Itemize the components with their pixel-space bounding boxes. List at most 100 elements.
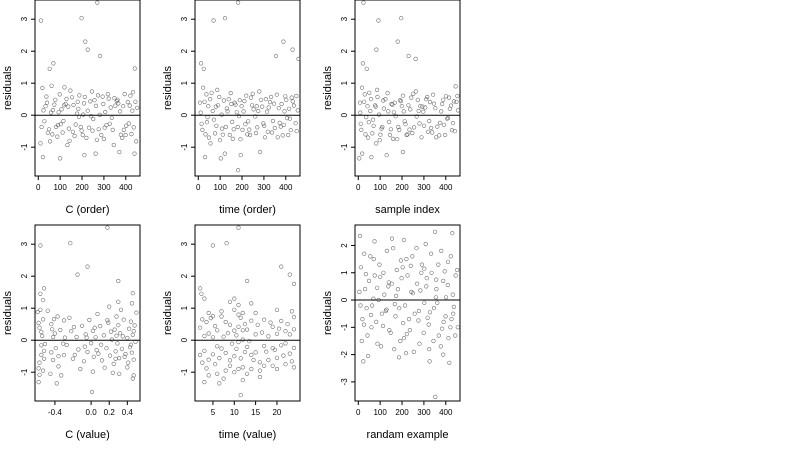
data-point: [211, 117, 217, 122]
data-point: [221, 376, 226, 381]
x-tick-label: 0: [36, 183, 41, 192]
data-point: [199, 121, 204, 126]
data-point: [92, 98, 97, 103]
data-point: [120, 334, 125, 339]
x-tick-label: 400: [439, 408, 453, 417]
data-point: [246, 119, 251, 124]
data-point: [357, 156, 362, 161]
data-point: [113, 349, 118, 354]
data-point: [85, 349, 90, 355]
data-point: [59, 373, 64, 378]
data-point: [36, 366, 41, 371]
data-point: [38, 307, 43, 312]
data-point: [272, 347, 277, 352]
data-point: [55, 134, 60, 139]
data-point: [126, 360, 131, 365]
data-point: [131, 357, 136, 362]
data-point: [85, 264, 90, 269]
plot-frame: [34, 224, 141, 402]
y-tick-label: 2: [20, 48, 29, 53]
data-point: [200, 127, 205, 132]
data-point: [249, 301, 254, 306]
data-point: [372, 239, 377, 244]
data-point: [224, 241, 229, 246]
data-point: [280, 133, 285, 138]
x-tick-label: 5: [211, 408, 216, 417]
data-point: [399, 16, 404, 21]
data-point: [451, 311, 456, 316]
data-point: [199, 61, 204, 66]
data-point: [359, 127, 364, 132]
data-point: [198, 110, 203, 115]
data-point: [266, 357, 271, 363]
data-point: [95, 311, 100, 317]
data-point: [366, 135, 371, 140]
x-tick-label: 200: [235, 183, 249, 192]
data-point: [238, 315, 243, 320]
data-point: [220, 132, 225, 137]
data-point: [249, 318, 254, 323]
data-point: [85, 47, 90, 52]
data-point: [68, 88, 73, 93]
data-point: [408, 263, 413, 269]
data-point: [64, 96, 69, 101]
data-point: [249, 352, 254, 358]
data-point: [440, 101, 445, 107]
data-point: [439, 109, 444, 114]
data-point: [451, 304, 457, 310]
data-points: [38, 0, 140, 161]
data-point: [66, 104, 71, 109]
data-point: [200, 360, 205, 365]
data-point: [242, 98, 247, 104]
data-point: [256, 108, 261, 114]
data-point: [277, 326, 282, 331]
data-point: [425, 315, 430, 320]
chart-panel-4: -0.4 0.0 0.2 0.4 -1 0 1 2 3 C (value) residuals: [2, 224, 141, 441]
data-point: [91, 354, 96, 359]
data-point: [44, 100, 50, 105]
data-point: [127, 103, 132, 108]
data-point: [417, 121, 422, 126]
data-point: [219, 112, 224, 117]
y-tick-label: 2: [180, 48, 189, 53]
data-point: [257, 360, 263, 365]
data-point: [87, 317, 92, 323]
data-point: [357, 233, 363, 238]
data-point: [436, 333, 441, 338]
data-point: [129, 301, 134, 306]
data-point: [441, 278, 446, 284]
data-point: [245, 327, 250, 332]
data-point: [234, 110, 239, 115]
data-point: [415, 97, 420, 102]
data-point: [447, 106, 453, 111]
data-point: [238, 393, 243, 398]
data-point: [257, 89, 262, 94]
data-point: [407, 127, 412, 132]
data-point: [225, 331, 230, 336]
data-point: [274, 331, 280, 336]
data-point: [208, 141, 213, 146]
data-point: [452, 129, 457, 134]
data-point: [359, 85, 365, 90]
data-point: [403, 122, 408, 127]
data-point: [227, 132, 232, 138]
data-point: [81, 359, 86, 364]
data-point: [431, 101, 437, 106]
data-point: [423, 105, 428, 110]
data-point: [47, 66, 52, 71]
data-point: [219, 309, 224, 314]
data-point: [101, 101, 106, 107]
data-point: [394, 293, 399, 299]
data-point: [375, 341, 380, 346]
data-point: [377, 138, 382, 143]
data-point: [118, 307, 124, 312]
data-point: [455, 267, 460, 273]
data-point: [57, 92, 62, 97]
data-point: [448, 254, 453, 259]
data-point: [294, 93, 299, 99]
data-point: [259, 97, 264, 102]
data-point: [291, 345, 297, 351]
data-point: [98, 53, 103, 59]
data-point: [423, 242, 428, 247]
data-point: [135, 105, 140, 110]
